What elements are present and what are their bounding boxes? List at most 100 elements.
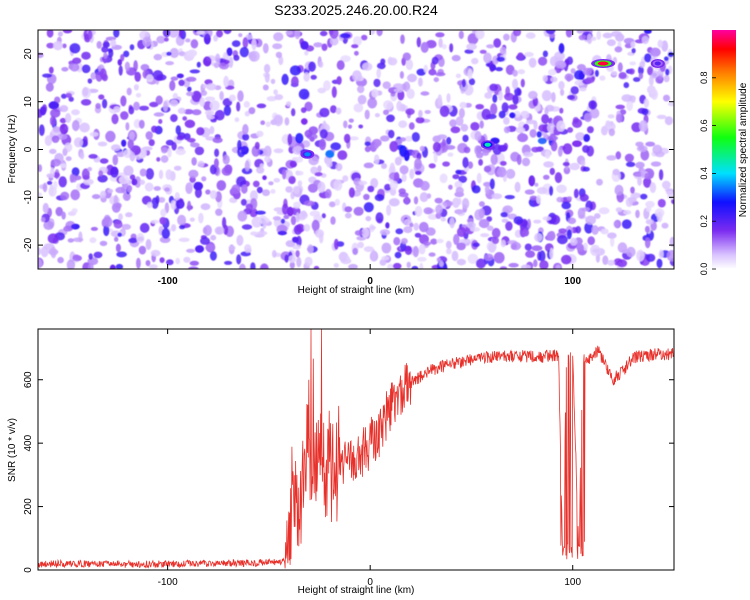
heatmap-cell — [111, 113, 119, 125]
heatmap-cell — [242, 37, 249, 49]
heatmap-cell — [292, 145, 303, 155]
heatmap-cell — [411, 265, 419, 269]
heatmap-cell — [409, 168, 415, 180]
heatmap-cell — [134, 71, 141, 82]
heatmap-cell — [186, 76, 197, 82]
heatmap-cell — [569, 162, 580, 171]
snr-x-label: Height of straight line (km) — [298, 585, 415, 596]
heatmap-cell — [496, 56, 505, 62]
heatmap-cell — [187, 200, 192, 212]
heatmap-cell — [584, 222, 594, 234]
heatmap-cell — [336, 76, 342, 85]
heatmap-cell — [294, 30, 301, 40]
heatmap-cell — [292, 236, 299, 243]
heatmap-cell — [265, 121, 271, 128]
heatmap-cell — [144, 182, 154, 192]
heatmap-cell — [472, 242, 480, 248]
heatmap-cell — [175, 199, 185, 209]
heatmap-cell — [442, 161, 450, 167]
heatmap-cell — [625, 161, 636, 167]
heatmap-cell — [333, 179, 343, 191]
heatmap-cell — [458, 239, 470, 244]
heatmap-cell — [658, 169, 664, 181]
heatmap-cell — [289, 261, 295, 269]
heatmap-cell — [393, 171, 400, 183]
heatmap-cell — [68, 96, 74, 102]
heatmap-cell — [434, 197, 443, 204]
heatmap-cell — [419, 145, 425, 152]
heatmap-cell — [517, 69, 526, 75]
heatmap-cell — [524, 52, 534, 57]
heatmap-cell — [120, 111, 129, 120]
heatmap-cell — [216, 180, 227, 191]
heatmap-cell — [591, 36, 597, 41]
heatmap-cell — [63, 225, 73, 232]
heatmap-cell — [205, 189, 211, 195]
heatmap-cell — [292, 244, 302, 250]
heatmap-cell — [417, 256, 427, 262]
heatmap-cell — [98, 94, 105, 100]
heatmap-cell — [111, 144, 121, 152]
heatmap-cell — [150, 249, 161, 257]
heatmap-cell — [491, 227, 501, 239]
heatmap-cell — [289, 160, 297, 168]
heatmap-cell — [474, 131, 482, 141]
heatmap-cell — [164, 187, 171, 192]
heatmap-cell — [387, 56, 393, 65]
heatmap-cell — [582, 67, 593, 76]
heatmap-cell — [551, 92, 556, 103]
heatmap-cell — [113, 106, 121, 113]
heatmap-cell — [98, 170, 104, 177]
heatmap-cell — [134, 176, 142, 188]
heatmap-cell — [402, 52, 411, 61]
heatmap-cell — [444, 145, 456, 150]
heatmap-cell — [203, 56, 212, 67]
heatmap-cell — [435, 204, 443, 215]
heatmap-cell — [118, 65, 123, 76]
heatmap-cell — [189, 217, 195, 222]
heatmap-cell — [178, 237, 190, 242]
heatmap-cell — [69, 43, 81, 54]
heatmap-cell — [344, 206, 353, 213]
heatmap-cell — [503, 126, 511, 134]
heatmap-cell — [458, 30, 464, 40]
heatmap-cell — [510, 242, 522, 251]
heatmap-cell — [361, 227, 370, 238]
heatmap-cell — [456, 226, 467, 238]
heatmap-cell — [59, 117, 67, 124]
heatmap-cell — [645, 253, 656, 262]
heatmap-cell — [248, 50, 260, 62]
heatmap-cell — [499, 160, 507, 166]
heatmap-cell — [319, 107, 330, 118]
heatmap-cell — [139, 168, 147, 177]
y-tick-label: 600 — [23, 371, 34, 388]
heatmap-cell — [173, 165, 182, 171]
heatmap-cell — [196, 127, 205, 136]
heatmap-cell — [55, 206, 63, 217]
heatmap-cell — [252, 180, 260, 188]
heatmap-cell — [343, 120, 348, 129]
heatmap-cell — [370, 178, 379, 189]
heatmap-cell — [497, 166, 507, 178]
heatmap-features — [300, 59, 665, 159]
heatmap-cell — [107, 188, 114, 194]
heatmap-cell — [303, 72, 310, 82]
heatmap-cell — [623, 210, 632, 215]
heatmap-cell — [558, 80, 565, 90]
heatmap-cell — [344, 212, 352, 219]
heatmap-cell — [630, 41, 636, 48]
heatmap-cell — [382, 81, 391, 89]
heatmap-cell — [363, 162, 374, 169]
heatmap-cell — [381, 256, 390, 261]
heatmap-cell — [176, 135, 185, 141]
heatmap-cell — [263, 145, 272, 158]
heatmap-cell — [576, 30, 584, 34]
heatmap-cell — [136, 257, 141, 269]
heatmap-cell — [272, 216, 282, 221]
heatmap-cell — [129, 44, 135, 51]
y-tick-label: 400 — [23, 434, 34, 451]
heatmap-cell — [621, 219, 632, 229]
heatmap-cell — [189, 69, 200, 74]
heatmap-cell — [42, 202, 49, 214]
heatmap-cell — [156, 74, 167, 81]
